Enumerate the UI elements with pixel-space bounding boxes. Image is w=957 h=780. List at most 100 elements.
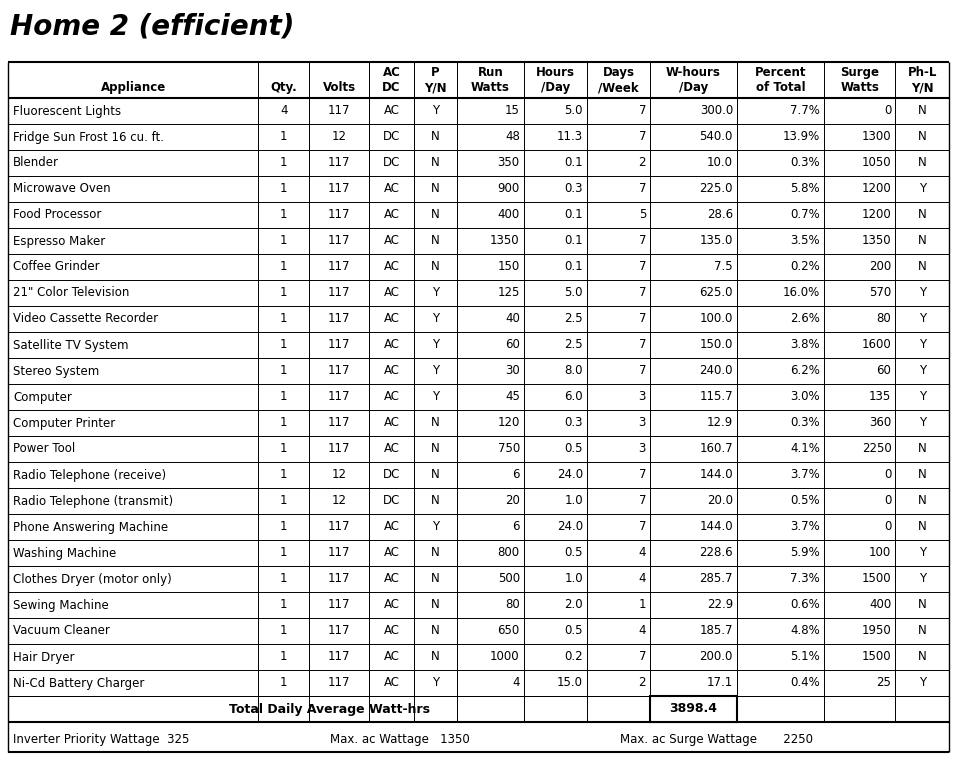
- Text: 4: 4: [280, 105, 287, 118]
- Text: N: N: [432, 598, 440, 612]
- Text: 7: 7: [638, 235, 646, 247]
- Text: 3.8%: 3.8%: [790, 339, 820, 352]
- Text: N: N: [918, 208, 926, 222]
- Text: 6.0: 6.0: [565, 391, 583, 403]
- Text: 15.0: 15.0: [557, 676, 583, 690]
- Text: Max. ac Surge Wattage       2250: Max. ac Surge Wattage 2250: [620, 732, 813, 746]
- Text: N: N: [918, 469, 926, 481]
- Text: Surge: Surge: [840, 66, 879, 79]
- Text: N: N: [432, 573, 440, 586]
- Text: Y: Y: [432, 391, 439, 403]
- Text: 5: 5: [638, 208, 646, 222]
- Text: Y: Y: [432, 676, 439, 690]
- Text: Y: Y: [919, 391, 925, 403]
- Text: Washing Machine: Washing Machine: [13, 547, 116, 559]
- Text: Y: Y: [919, 676, 925, 690]
- Text: 3.5%: 3.5%: [790, 235, 820, 247]
- Text: 6: 6: [512, 520, 520, 534]
- Text: Percent: Percent: [755, 66, 806, 79]
- Text: Home 2 (efficient): Home 2 (efficient): [10, 12, 295, 40]
- Text: AC: AC: [384, 208, 399, 222]
- Text: 1: 1: [280, 183, 287, 196]
- Text: AC: AC: [384, 651, 399, 664]
- Text: 117: 117: [328, 208, 350, 222]
- Text: 225.0: 225.0: [700, 183, 733, 196]
- Text: 228.6: 228.6: [700, 547, 733, 559]
- Text: 0.3%: 0.3%: [790, 157, 820, 169]
- Text: 135: 135: [869, 391, 891, 403]
- Text: 0.1: 0.1: [565, 208, 583, 222]
- Text: 0.2%: 0.2%: [790, 261, 820, 274]
- Text: 0.3: 0.3: [565, 183, 583, 196]
- Text: 117: 117: [328, 547, 350, 559]
- Text: 0.1: 0.1: [565, 157, 583, 169]
- Text: 1: 1: [280, 286, 287, 300]
- Text: Satellite TV System: Satellite TV System: [13, 339, 128, 352]
- Text: 117: 117: [328, 520, 350, 534]
- Text: 7: 7: [638, 105, 646, 118]
- Text: 4: 4: [512, 676, 520, 690]
- Text: of Total: of Total: [756, 81, 805, 94]
- Text: 2.5: 2.5: [565, 339, 583, 352]
- Text: DC: DC: [383, 157, 400, 169]
- Text: AC: AC: [384, 339, 399, 352]
- Bar: [650, 696, 737, 722]
- Text: 360: 360: [869, 417, 891, 430]
- Text: 117: 117: [328, 157, 350, 169]
- Text: DC: DC: [383, 469, 400, 481]
- Text: Microwave Oven: Microwave Oven: [13, 183, 111, 196]
- Text: 540.0: 540.0: [700, 130, 733, 144]
- Text: Y: Y: [919, 339, 925, 352]
- Text: 28.6: 28.6: [707, 208, 733, 222]
- Text: 1200: 1200: [861, 208, 891, 222]
- Text: N: N: [918, 105, 926, 118]
- Text: 12.9: 12.9: [706, 417, 733, 430]
- Text: 0: 0: [884, 495, 891, 508]
- Text: N: N: [432, 183, 440, 196]
- Text: Y/N: Y/N: [424, 81, 447, 94]
- Text: Vacuum Cleaner: Vacuum Cleaner: [13, 625, 110, 637]
- Text: 3898.4: 3898.4: [670, 703, 718, 715]
- Text: 1500: 1500: [861, 573, 891, 586]
- Text: 0: 0: [884, 520, 891, 534]
- Text: 117: 117: [328, 286, 350, 300]
- Text: Inverter Priority Wattage  325: Inverter Priority Wattage 325: [13, 732, 189, 746]
- Text: 150.0: 150.0: [700, 339, 733, 352]
- Text: 7.7%: 7.7%: [790, 105, 820, 118]
- Text: AC: AC: [384, 547, 399, 559]
- Text: Watts: Watts: [840, 81, 879, 94]
- Text: 4.1%: 4.1%: [790, 442, 820, 456]
- Text: 6.2%: 6.2%: [790, 364, 820, 378]
- Text: Watts: Watts: [471, 81, 510, 94]
- Text: AC: AC: [384, 286, 399, 300]
- Text: 0.6%: 0.6%: [790, 598, 820, 612]
- Text: 7: 7: [638, 495, 646, 508]
- Text: Power Tool: Power Tool: [13, 442, 76, 456]
- Text: 3.7%: 3.7%: [790, 469, 820, 481]
- Text: 1: 1: [280, 598, 287, 612]
- Text: Y: Y: [432, 364, 439, 378]
- Text: 1: 1: [280, 469, 287, 481]
- Text: 2: 2: [638, 157, 646, 169]
- Text: 0.5: 0.5: [565, 547, 583, 559]
- Text: Y: Y: [919, 417, 925, 430]
- Text: 117: 117: [328, 339, 350, 352]
- Text: P: P: [432, 66, 440, 79]
- Text: AC: AC: [384, 235, 399, 247]
- Text: 0.7%: 0.7%: [790, 208, 820, 222]
- Text: 1: 1: [280, 625, 287, 637]
- Text: 3: 3: [638, 442, 646, 456]
- Text: AC: AC: [384, 261, 399, 274]
- Text: 1: 1: [280, 417, 287, 430]
- Text: 2.6%: 2.6%: [790, 313, 820, 325]
- Text: 120: 120: [498, 417, 520, 430]
- Text: 5.1%: 5.1%: [790, 651, 820, 664]
- Text: 1: 1: [280, 130, 287, 144]
- Text: 2.0: 2.0: [565, 598, 583, 612]
- Text: 1: 1: [280, 391, 287, 403]
- Text: Food Processor: Food Processor: [13, 208, 101, 222]
- Text: DC: DC: [382, 81, 401, 94]
- Text: N: N: [432, 235, 440, 247]
- Text: N: N: [432, 469, 440, 481]
- Text: 48: 48: [505, 130, 520, 144]
